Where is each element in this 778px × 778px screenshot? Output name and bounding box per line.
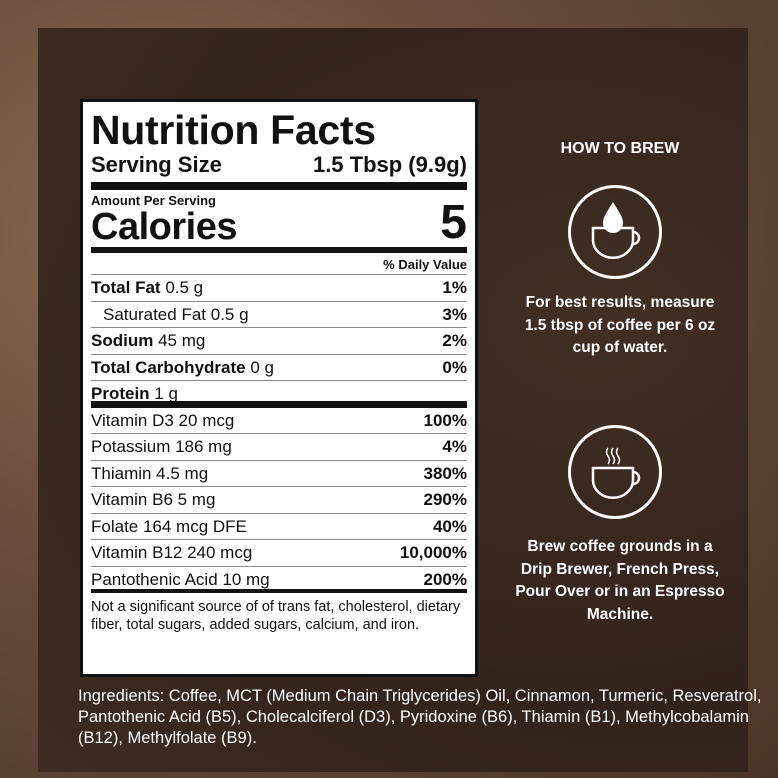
amount-per-serving: Amount Per Serving xyxy=(91,193,216,208)
nutrient-row: Saturated Fat 0.5 g 3% xyxy=(91,302,467,328)
vitamin-row: Potassium 186 mg 4% xyxy=(91,434,467,461)
vitamin-name: Potassium 186 mg xyxy=(91,437,232,456)
vitamin-dv: 380% xyxy=(423,463,467,483)
nutrient-dv: 0% xyxy=(442,357,467,377)
vitamin-row: Vitamin B12 240 mcg 10,000% xyxy=(91,540,467,567)
vitamin-dv: 200% xyxy=(423,569,467,589)
nutrient-name: Saturated Fat xyxy=(103,304,207,324)
nutrient-dv: 3% xyxy=(442,304,467,324)
water-drop-cup-icon xyxy=(568,185,662,279)
vitamin-name: Vitamin B12 240 mcg xyxy=(91,543,253,562)
steaming-cup-icon xyxy=(568,425,662,519)
nutrient-amount: 45 mg xyxy=(158,331,206,350)
vitamin-row: Vitamin B6 5 mg 290% xyxy=(91,487,467,514)
nutrient-name: Sodium xyxy=(91,331,154,350)
serving-size-value: 1.5 Tbsp (9.9g) xyxy=(312,152,467,177)
daily-value-header: % Daily Value xyxy=(91,253,467,275)
nutrient-dv: 2% xyxy=(442,331,467,350)
vitamin-dv: 4% xyxy=(442,437,467,456)
serving-size-label: Serving Size xyxy=(91,152,222,177)
nutrient-name: Total Carbohydrate xyxy=(91,357,246,377)
nutrient-dv: 1% xyxy=(442,278,467,297)
brew-heading: HOW TO BREW xyxy=(560,140,680,157)
vitamin-dv: 10,000% xyxy=(399,543,467,562)
nutrient-name: Protein xyxy=(91,384,150,403)
vitamin-name: Thiamin 4.5 mg xyxy=(91,463,209,483)
vitamin-row: Vitamin D3 20 mcg 100% xyxy=(91,408,467,434)
vitamin-dv: 40% xyxy=(432,516,467,536)
nutrient-amount: 0.5 g xyxy=(210,304,249,324)
nutrient-row: Sodium 45 mg 2% xyxy=(91,328,467,355)
vitamin-name: Vitamin B6 5 mg xyxy=(91,490,216,509)
vitamin-name: Pantothenic Acid 10 mg xyxy=(91,569,270,589)
label-title: Nutrition Facts xyxy=(91,107,376,153)
serving-size: Serving Size 1.5 Tbsp (9.9g) xyxy=(91,152,467,190)
vitamin-dv: 100% xyxy=(423,410,467,430)
nutrient-row: Total Carbohydrate 0 g 0% xyxy=(91,355,467,381)
nutrient-name: Total Fat xyxy=(91,278,161,297)
brew-step-1: For best results, measure 1.5 tbsp of co… xyxy=(524,294,716,356)
vitamin-name: Folate 164 mcg DFE xyxy=(91,516,247,536)
vitamin-row: Thiamin 4.5 mg 380% xyxy=(91,461,467,487)
vitamin-dv: 290% xyxy=(423,490,467,509)
nutrient-amount: 0.5 g xyxy=(165,278,204,297)
calories-row: Calories 5 xyxy=(91,199,467,253)
nutrient-amount: 1 g xyxy=(154,384,178,403)
brew-step-2: Brew coffee grounds in a Drip Brewer, Fr… xyxy=(515,538,725,623)
calories-value: 5 xyxy=(440,196,467,249)
footnote: Not a significant source of of trans fat… xyxy=(91,599,461,633)
nutrient-row: Protein 1 g xyxy=(91,381,467,408)
vitamin-row: Folate 164 mcg DFE 40% xyxy=(91,514,467,540)
nutrient-row: Total Fat 0.5 g 1% xyxy=(91,275,467,302)
nutrition-facts-label: Nutrition Facts Serving Size 1.5 Tbsp (9… xyxy=(80,99,478,677)
nutrient-amount: 0 g xyxy=(250,357,274,377)
vitamin-row: Pantothenic Acid 10 mg 200% xyxy=(91,567,467,593)
ingredients: Ingredients: Coffee, MCT (Medium Chain T… xyxy=(78,687,762,747)
calories-label: Calories xyxy=(91,206,237,248)
vitamin-name: Vitamin D3 20 mcg xyxy=(91,410,235,430)
